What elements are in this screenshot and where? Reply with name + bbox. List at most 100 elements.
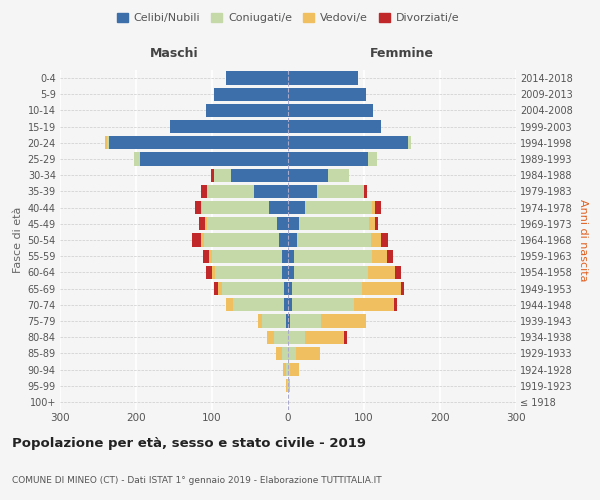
Bar [322, 314, 365, 328]
Bar [214, 88, 288, 101]
Bar [287, 379, 288, 392]
Bar [288, 379, 289, 392]
Bar [107, 136, 109, 149]
Bar [368, 152, 377, 166]
Bar [195, 201, 202, 214]
Bar [284, 298, 288, 312]
Bar [288, 314, 290, 328]
Bar [364, 185, 367, 198]
Bar [105, 136, 107, 149]
Bar [231, 168, 288, 182]
Bar [294, 250, 371, 263]
Y-axis label: Anni di nascita: Anni di nascita [578, 198, 589, 281]
Bar [170, 120, 288, 134]
Bar [233, 298, 284, 312]
Bar [362, 282, 401, 295]
Bar [382, 234, 388, 246]
Bar [202, 234, 205, 246]
Bar [354, 298, 394, 312]
Bar [267, 330, 274, 344]
Bar [214, 168, 231, 182]
Bar [288, 104, 373, 117]
Bar [134, 152, 140, 166]
Y-axis label: Fasce di età: Fasce di età [13, 207, 23, 273]
Bar [226, 72, 288, 85]
Bar [211, 168, 214, 182]
Bar [202, 201, 269, 214]
Bar [344, 330, 347, 344]
Bar [206, 217, 277, 230]
Bar [292, 298, 354, 312]
Bar [226, 298, 233, 312]
Bar [395, 266, 401, 279]
Bar [212, 250, 282, 263]
Bar [276, 346, 282, 360]
Bar [206, 185, 254, 198]
Bar [288, 282, 292, 295]
Bar [288, 234, 297, 246]
Bar [288, 136, 408, 149]
Bar [288, 185, 317, 198]
Bar [206, 266, 212, 279]
Bar [297, 234, 371, 246]
Bar [288, 152, 368, 166]
Bar [401, 282, 404, 295]
Bar [286, 379, 287, 392]
Bar [371, 250, 387, 263]
Bar [305, 201, 371, 214]
Bar [262, 314, 286, 328]
Bar [288, 250, 294, 263]
Bar [282, 266, 288, 279]
Bar [288, 330, 305, 344]
Bar [283, 363, 286, 376]
Bar [254, 185, 288, 198]
Bar [317, 185, 364, 198]
Bar [292, 282, 362, 295]
Bar [387, 250, 393, 263]
Text: Maschi: Maschi [149, 48, 199, 60]
Bar [288, 363, 290, 376]
Bar [212, 266, 215, 279]
Text: COMUNE DI MINEO (CT) - Dati ISTAT 1° gennaio 2019 - Elaborazione TUTTITALIA.IT: COMUNE DI MINEO (CT) - Dati ISTAT 1° gen… [12, 476, 382, 485]
Bar [328, 168, 349, 182]
Bar [109, 136, 288, 149]
Bar [282, 346, 288, 360]
Bar [374, 201, 381, 214]
Bar [288, 168, 328, 182]
Bar [296, 346, 320, 360]
Bar [294, 266, 368, 279]
Bar [203, 250, 209, 263]
Bar [282, 250, 288, 263]
Bar [200, 185, 206, 198]
Bar [288, 88, 365, 101]
Bar [408, 136, 411, 149]
Bar [394, 298, 397, 312]
Bar [214, 282, 218, 295]
Bar [277, 217, 288, 230]
Bar [279, 234, 288, 246]
Bar [289, 379, 290, 392]
Bar [288, 72, 358, 85]
Bar [288, 266, 294, 279]
Bar [288, 346, 296, 360]
Bar [269, 201, 288, 214]
Bar [222, 282, 284, 295]
Bar [205, 234, 279, 246]
Bar [192, 234, 202, 246]
Bar [206, 104, 288, 117]
Bar [288, 217, 299, 230]
Bar [140, 152, 288, 166]
Text: Femmine: Femmine [370, 48, 434, 60]
Bar [284, 282, 288, 295]
Bar [274, 330, 288, 344]
Bar [259, 314, 262, 328]
Bar [370, 217, 376, 230]
Legend: Celibi/Nubili, Coniugati/e, Vedovi/e, Divorziati/e: Celibi/Nubili, Coniugati/e, Vedovi/e, Di… [112, 8, 464, 28]
Bar [215, 266, 282, 279]
Bar [290, 314, 322, 328]
Bar [305, 330, 344, 344]
Bar [288, 298, 292, 312]
Bar [205, 217, 206, 230]
Bar [286, 314, 288, 328]
Bar [371, 201, 374, 214]
